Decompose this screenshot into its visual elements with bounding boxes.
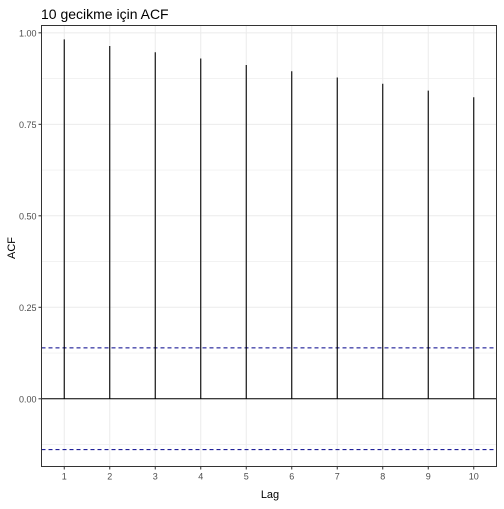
y-tick-label: 0.50 [19,211,37,221]
x-axis-label: Lag [261,489,279,501]
x-tick-label: 5 [244,472,249,482]
confidence-band-layer [41,347,497,451]
y-axis-label: ACF [6,237,18,259]
y-tick-label: 0.00 [19,394,37,404]
x-tick-label: 3 [153,472,158,482]
x-tick-label: 10 [469,472,479,482]
acf-bar-layer [63,39,475,399]
axis-layer: 0.00 0.25 0.50 0.75 1.00 1 2 3 4 5 6 7 8 9 10 [19,28,497,482]
panel-border [41,25,497,467]
y-tick-label: 0.75 [19,120,37,130]
x-tick-label: 9 [426,472,431,482]
chart-title: 10 gecikme için ACF [41,6,169,22]
x-tick-label: 2 [107,472,112,482]
x-tick-label: 1 [62,472,67,482]
x-tick-label: 8 [380,472,385,482]
y-tick-label: 1.00 [19,28,37,38]
y-tick-label: 0.25 [19,303,37,313]
x-tick-label: 6 [289,472,294,482]
x-tick-label: 7 [335,472,340,482]
x-tick-label: 4 [198,472,203,482]
